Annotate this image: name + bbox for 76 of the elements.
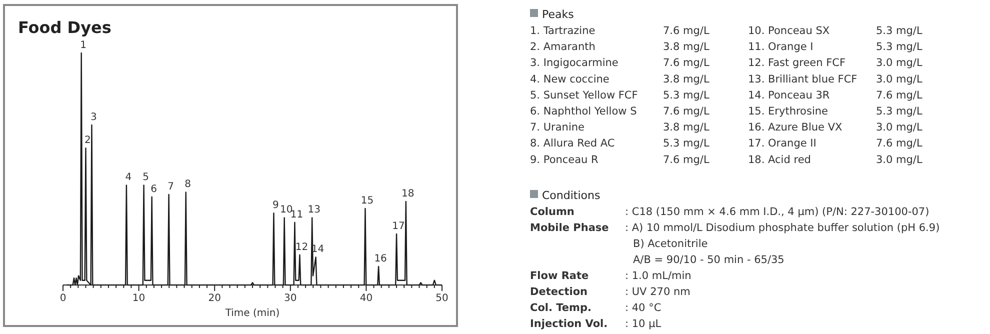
- category-label: 9. Ponceau R: [530, 154, 598, 166]
- category-label: Detection: [530, 286, 588, 298]
- annotation: 8: [184, 179, 192, 190]
- text: 5.3 mg/L: [876, 106, 922, 118]
- text: 7.6 mg/L: [876, 138, 922, 150]
- annotation: 12: [295, 242, 308, 253]
- text: 3.0 mg/L: [876, 57, 922, 70]
- annotation: 2: [84, 135, 91, 146]
- text: : 1.0 mL/min: [625, 270, 692, 282]
- x-axis-title: Time (min): [224, 308, 280, 319]
- category-label: 12. Fast green FCF: [748, 57, 846, 70]
- text: 3.8 mg/L: [663, 122, 710, 134]
- x-tick-label: 30: [284, 293, 297, 304]
- text: 3.0 mg/L: [876, 73, 922, 86]
- text: Peaks: [542, 8, 574, 21]
- text: 7.6 mg/L: [876, 89, 922, 102]
- category-label: 7. Uranine: [530, 122, 584, 134]
- x-tick-label: 40: [360, 293, 373, 304]
- text: 7.6 mg/L: [663, 57, 710, 70]
- category-label: Mobile Phase: [530, 222, 609, 234]
- text: 7.6 mg/L: [663, 154, 710, 166]
- text: : C18 (150 mm × 4.6 mm I.D., 4 µm) (P/N: 227-30100-07): [625, 206, 930, 218]
- text: Conditions: [542, 189, 600, 202]
- text: 3.8 mg/L: [663, 41, 710, 54]
- category-label: 4. New coccine: [530, 73, 610, 86]
- text: 3.8 mg/L: [663, 73, 710, 86]
- category-label: 2. Amaranth: [530, 41, 596, 54]
- annotation: 1: [80, 40, 87, 51]
- text: 5.3 mg/L: [876, 25, 922, 37]
- category-label: Injection Vol.: [530, 318, 608, 330]
- category-label: Col. Temp.: [530, 302, 592, 314]
- category-label: 14. Ponceau 3R: [748, 89, 830, 102]
- category-label: 1. Tartrazine: [530, 25, 596, 37]
- category-label: 13. Brilliant blue FCF: [748, 73, 858, 86]
- chart-title: Food Dyes: [18, 18, 112, 37]
- text: 5.3 mg/L: [876, 41, 922, 54]
- text: B) Acetonitrile: [633, 238, 708, 250]
- annotation: 3: [90, 112, 97, 123]
- annotation: 17: [392, 220, 405, 232]
- annotation: 7: [168, 182, 174, 193]
- category-label: 8. Allura Red AC: [530, 138, 615, 150]
- text: : 10 µL: [625, 318, 662, 330]
- category-label: 11. Orange I: [748, 41, 814, 54]
- text: 7.6 mg/L: [663, 106, 710, 118]
- category-label: 3. Ingigocarmine: [530, 57, 618, 70]
- text: : 40 °C: [625, 302, 662, 314]
- text: 3.0 mg/L: [876, 154, 922, 166]
- text: 7.6 mg/L: [663, 25, 710, 37]
- annotation: 4: [125, 172, 132, 184]
- category-label: 6. Naphthol Yellow S: [530, 106, 638, 118]
- annotation: 18: [402, 188, 414, 200]
- annotation: 13: [308, 204, 320, 216]
- category-label: Column: [530, 206, 574, 218]
- text: A/B = 90/10 - 50 min - 65/35: [633, 254, 784, 266]
- x-tick-label: 20: [208, 293, 221, 304]
- text: : A) 10 mmol/L Disodium phosphate buffer solution (pH 6.9): [625, 222, 940, 234]
- annotation: 15: [360, 195, 374, 206]
- annotation: 16: [374, 253, 387, 264]
- category-label: 10. Ponceau SX: [748, 25, 830, 37]
- text: 5.3 mg/L: [663, 138, 710, 150]
- category-label: 15. Erythrosine: [748, 106, 828, 118]
- x-tick-label: 50: [436, 293, 448, 304]
- x-tick-label: 10: [132, 293, 146, 304]
- category-label: Flow Rate: [530, 270, 589, 282]
- annotation: 10: [280, 204, 293, 216]
- text: 5.3 mg/L: [663, 89, 710, 102]
- annotation: 6: [150, 184, 158, 195]
- annotation: 5: [142, 172, 149, 184]
- text: : UV 270 nm: [625, 286, 690, 298]
- x-tick-label: 0: [60, 293, 66, 304]
- category-label: 17. Orange II: [748, 138, 816, 150]
- category-label: 18. Acid red: [748, 154, 811, 166]
- category-label: 16. Azure Blue VX: [748, 122, 842, 134]
- category-label: 5. Sunset Yellow FCF: [530, 89, 638, 102]
- text: 3.0 mg/L: [876, 122, 922, 134]
- annotation: 9: [272, 200, 279, 212]
